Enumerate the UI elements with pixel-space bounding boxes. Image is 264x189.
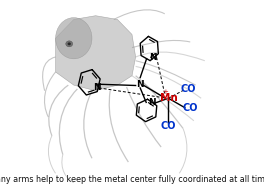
- Ellipse shape: [56, 18, 92, 59]
- Text: N: N: [93, 83, 100, 92]
- Ellipse shape: [68, 43, 71, 45]
- Text: N: N: [149, 53, 157, 62]
- Polygon shape: [56, 16, 136, 91]
- Text: CO: CO: [181, 84, 196, 94]
- Text: N: N: [136, 80, 144, 89]
- Text: Many arms help to keep the metal center fully coordinated at all times: Many arms help to keep the metal center …: [0, 175, 264, 184]
- Text: CO: CO: [182, 103, 198, 113]
- Ellipse shape: [66, 41, 73, 47]
- Text: N: N: [148, 98, 156, 107]
- Text: CO: CO: [161, 121, 176, 131]
- Text: +: +: [163, 89, 169, 95]
- Text: Mn: Mn: [159, 93, 177, 103]
